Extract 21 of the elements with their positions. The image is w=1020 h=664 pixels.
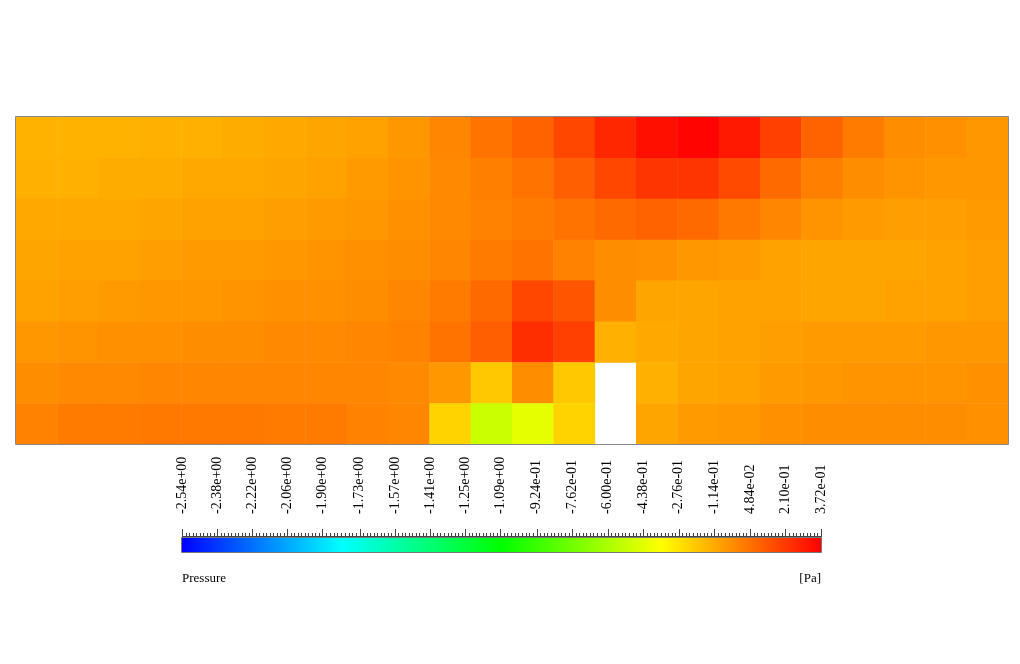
color-bar-label: -7.62e-01 [563, 459, 579, 514]
color-bar-label: -1.57e+00 [386, 456, 402, 514]
color-bar-title: Pressure [182, 570, 227, 585]
color-bar-label: 3.72e-01 [812, 464, 828, 514]
color-bar-label: -4.38e-01 [634, 459, 650, 514]
color-bar-label: -2.54e+00 [173, 456, 189, 514]
color-bar-label: -1.14e-01 [706, 459, 722, 514]
color-bar-label: -2.22e+00 [243, 456, 259, 514]
color-bar-label: 2.10e-01 [777, 464, 793, 514]
color-bar-label: -2.76e-01 [670, 459, 686, 514]
color-bar-label: -6.00e-01 [599, 459, 615, 514]
color-bar-label: -1.90e+00 [314, 456, 330, 514]
color-bar-label: -2.38e+00 [208, 456, 224, 514]
color-bar-label: -1.41e+00 [421, 456, 437, 514]
color-bar-label: -9.24e-01 [528, 459, 544, 514]
color-bar-label: 4.84e-02 [741, 464, 757, 514]
color-bar-label: -1.73e+00 [351, 456, 367, 514]
text: [Pa] [799, 570, 821, 585]
color-bar-label: -2.06e+00 [279, 456, 294, 514]
color-bar-label: -1.25e+00 [456, 456, 472, 514]
color-bar-label: -1.09e+00 [491, 456, 507, 514]
